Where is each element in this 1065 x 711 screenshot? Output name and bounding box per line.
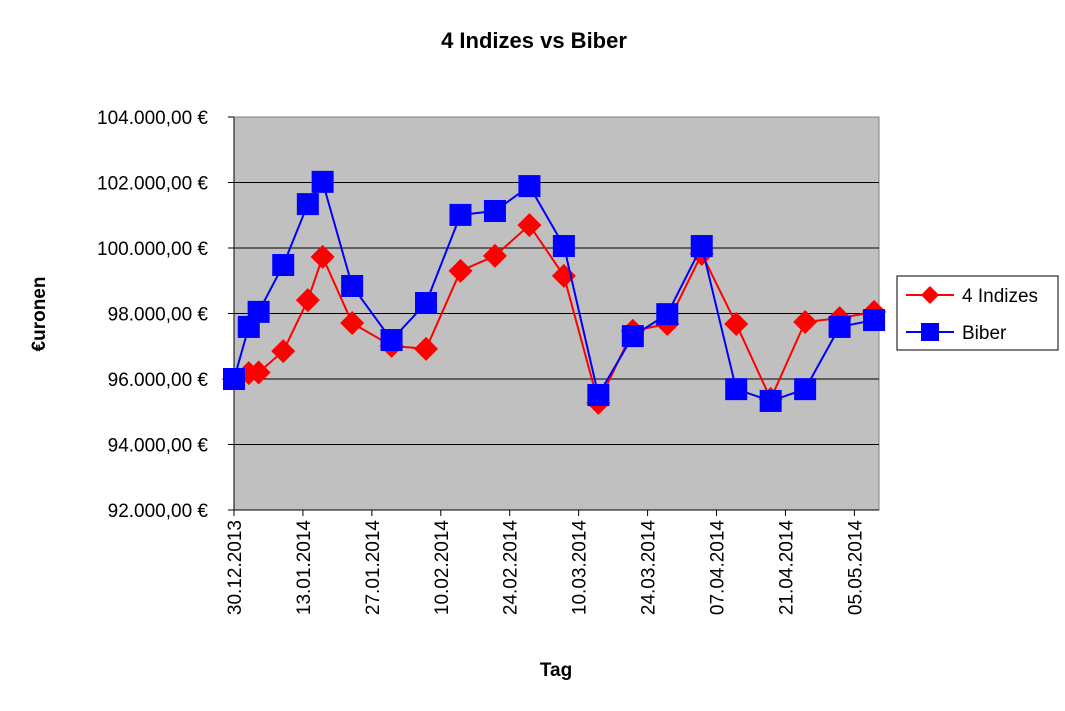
data-point-square bbox=[725, 378, 748, 401]
x-axis-label: Tag bbox=[540, 660, 572, 681]
data-point-square bbox=[690, 235, 713, 258]
data-point-square bbox=[247, 300, 270, 323]
data-point-diamond bbox=[793, 310, 818, 335]
x-tick-label: 21.04.2014 bbox=[776, 520, 797, 616]
series-line bbox=[233, 179, 875, 402]
data-point-diamond bbox=[482, 243, 507, 268]
y-axis-label: €uronen bbox=[29, 277, 50, 352]
series-line bbox=[233, 223, 875, 406]
series-biber bbox=[223, 170, 886, 412]
x-tick-label: 13.01.2014 bbox=[294, 520, 315, 616]
data-point-square bbox=[311, 170, 334, 193]
data-point-diamond bbox=[414, 336, 439, 361]
data-point-diamond bbox=[517, 213, 542, 238]
y-tick-label: 98.000,00 € bbox=[108, 305, 209, 326]
y-tick-label: 94.000,00 € bbox=[108, 436, 209, 457]
data-point-diamond bbox=[340, 310, 365, 335]
data-point-diamond bbox=[295, 288, 320, 313]
data-point-square bbox=[296, 193, 319, 216]
y-tick-label: 104.000,00 € bbox=[97, 108, 208, 129]
data-point-square bbox=[380, 329, 403, 352]
data-point-square bbox=[552, 235, 575, 258]
data-point-square bbox=[223, 368, 245, 390]
legend-square-marker bbox=[921, 323, 939, 341]
y-tick-label: 100.000,00 € bbox=[97, 239, 208, 260]
data-point-square bbox=[415, 292, 438, 315]
x-tick-label: 27.01.2014 bbox=[363, 520, 384, 616]
x-tick-label: 10.02.2014 bbox=[432, 520, 453, 616]
data-point-square bbox=[656, 303, 679, 326]
legend-label-4-indizes: 4 Indizes bbox=[962, 286, 1038, 307]
y-tick-label: 92.000,00 € bbox=[108, 501, 209, 522]
data-point-square bbox=[483, 199, 506, 222]
x-tick-label: 30.12.2013 bbox=[225, 520, 246, 615]
data-point-square bbox=[587, 384, 610, 407]
data-point-diamond bbox=[271, 339, 296, 364]
x-tick-label: 07.04.2014 bbox=[708, 520, 729, 616]
data-point-diamond bbox=[724, 311, 749, 336]
data-point-square bbox=[759, 389, 782, 412]
x-tick-label: 24.03.2014 bbox=[639, 520, 660, 616]
data-point-square bbox=[863, 309, 886, 332]
data-point-diamond bbox=[246, 360, 271, 385]
data-point-square bbox=[272, 254, 295, 277]
y-tick-label: 96.000,00 € bbox=[108, 370, 209, 391]
data-point-square bbox=[794, 378, 817, 401]
x-tick-label: 24.02.2014 bbox=[501, 520, 522, 616]
data-point-diamond bbox=[310, 244, 335, 269]
data-point-square bbox=[518, 175, 541, 198]
data-point-square bbox=[828, 315, 851, 338]
legend-label-biber: Biber bbox=[962, 323, 1007, 344]
data-point-diamond bbox=[448, 258, 473, 283]
chart-title: 4 Indizes vs Biber bbox=[441, 28, 627, 53]
x-tick-label: 05.05.2014 bbox=[845, 520, 866, 616]
y-tick-label: 102.000,00 € bbox=[97, 174, 208, 195]
data-point-square bbox=[449, 203, 472, 226]
data-point-square bbox=[341, 274, 364, 297]
legend: 4 Indizes Biber bbox=[896, 275, 1059, 351]
x-tick-label: 10.03.2014 bbox=[570, 520, 591, 616]
data-point-square bbox=[621, 325, 644, 348]
legend-diamond-marker bbox=[921, 286, 939, 304]
